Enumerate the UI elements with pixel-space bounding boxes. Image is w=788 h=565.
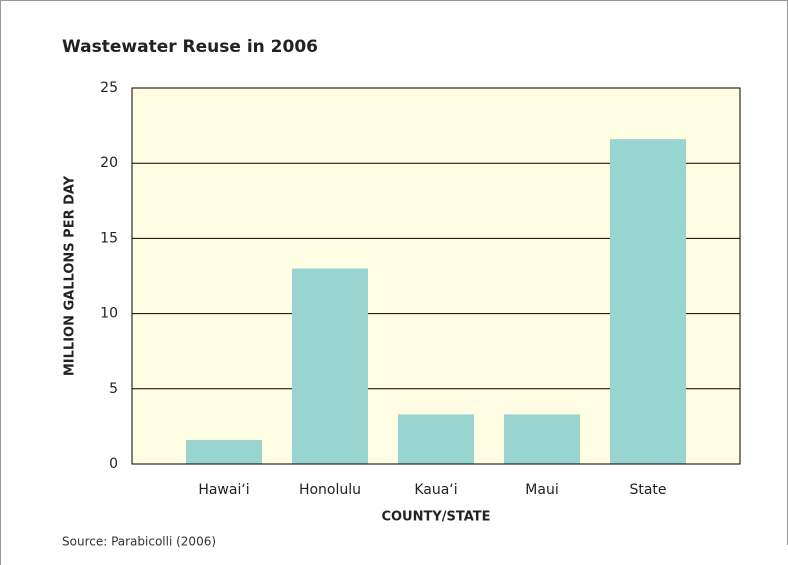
bar [504, 414, 580, 464]
x-tick-label: Honolulu [299, 482, 361, 498]
y-tick-label: 20 [100, 155, 118, 171]
x-axis-title: COUNTY/STATE [381, 510, 490, 525]
bar [292, 268, 368, 464]
plot-border [131, 87, 741, 465]
bar [398, 414, 474, 464]
y-tick-label: 10 [100, 306, 118, 322]
chart-title: Wastewater Reuse in 2006 [62, 37, 318, 57]
y-tick-label: 25 [100, 80, 118, 96]
y-tick-label: 5 [109, 381, 118, 397]
source: Source: Parabicolli (2006) [62, 535, 216, 549]
x-tick-label: Kaua‘i [414, 482, 457, 498]
x-tick-label: State [629, 482, 666, 498]
y-tick-label: 15 [100, 230, 118, 246]
bar [186, 439, 262, 464]
y-tick-label: 0 [109, 456, 118, 472]
x-tick-label: Hawai‘i [198, 482, 249, 498]
bar [610, 139, 686, 465]
x-tick-label: Maui [525, 482, 558, 498]
y-axis-title: MILLION GALLONS PER DAY [63, 175, 78, 376]
